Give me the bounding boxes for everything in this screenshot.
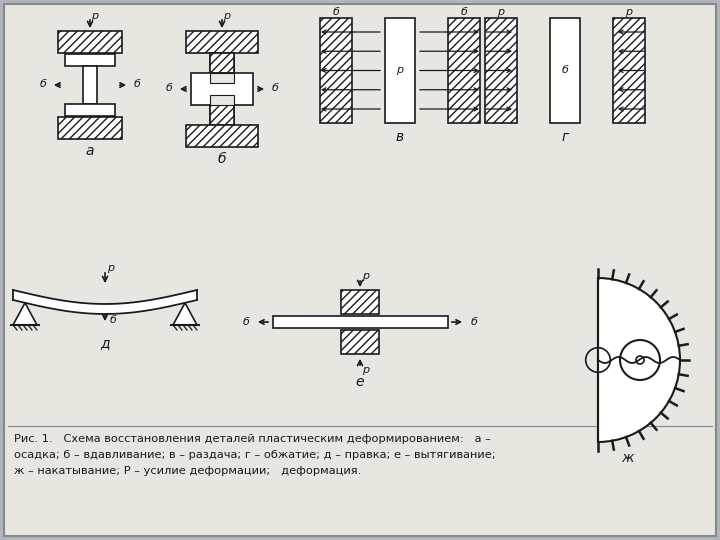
Bar xyxy=(273,316,448,328)
Text: ж – накатывание; Р – усилие деформации;   деформация.: ж – накатывание; Р – усилие деформации; … xyxy=(14,466,361,476)
Text: р: р xyxy=(107,263,114,273)
Bar xyxy=(65,54,115,66)
Text: р: р xyxy=(91,11,99,21)
Text: р: р xyxy=(397,65,404,75)
Bar xyxy=(186,125,258,147)
Text: осадка; б – вдавливание; в – раздача; г – обжатие; д – правка; е – вытягивание;: осадка; б – вдавливание; в – раздача; г … xyxy=(14,450,495,460)
Text: р: р xyxy=(498,7,505,17)
Bar xyxy=(448,18,480,123)
Text: е: е xyxy=(356,375,364,389)
Text: Рис. 1.   Схема восстановления деталей пластическим деформированием:   а –: Рис. 1. Схема восстановления деталей пла… xyxy=(14,434,491,444)
Bar xyxy=(186,31,258,53)
Text: б: б xyxy=(40,79,46,89)
Text: р: р xyxy=(362,365,369,375)
Text: г: г xyxy=(562,130,569,144)
Bar xyxy=(210,53,234,73)
Polygon shape xyxy=(173,303,197,325)
Text: б: б xyxy=(333,7,339,17)
Polygon shape xyxy=(13,303,37,325)
Text: а: а xyxy=(86,144,94,158)
Polygon shape xyxy=(210,53,234,73)
Bar xyxy=(550,18,580,123)
Bar xyxy=(8,426,712,530)
Bar xyxy=(210,95,234,105)
Bar xyxy=(58,117,122,139)
Text: б: б xyxy=(166,83,172,93)
Text: в: в xyxy=(396,130,404,144)
Text: р: р xyxy=(362,271,369,281)
Wedge shape xyxy=(598,278,680,442)
Text: б: б xyxy=(461,7,467,17)
Text: д: д xyxy=(100,336,110,350)
Polygon shape xyxy=(210,105,234,125)
Text: б: б xyxy=(562,65,568,75)
Text: р: р xyxy=(626,7,633,17)
Bar xyxy=(210,105,234,125)
Text: б: б xyxy=(134,79,140,89)
Text: б: б xyxy=(271,83,279,93)
Bar xyxy=(210,73,234,83)
Text: ж: ж xyxy=(622,451,634,465)
Bar xyxy=(65,104,115,116)
Bar xyxy=(58,31,122,53)
Bar xyxy=(385,18,415,123)
Bar xyxy=(341,330,379,354)
Text: б: б xyxy=(471,317,477,327)
Text: б: б xyxy=(109,315,117,325)
Bar xyxy=(485,18,517,123)
Text: б: б xyxy=(217,152,226,166)
Bar xyxy=(341,290,379,314)
Text: б: б xyxy=(243,317,249,327)
Bar xyxy=(320,18,352,123)
Bar xyxy=(191,73,253,105)
Text: р: р xyxy=(223,11,230,21)
Bar xyxy=(613,18,645,123)
Bar xyxy=(83,66,97,104)
